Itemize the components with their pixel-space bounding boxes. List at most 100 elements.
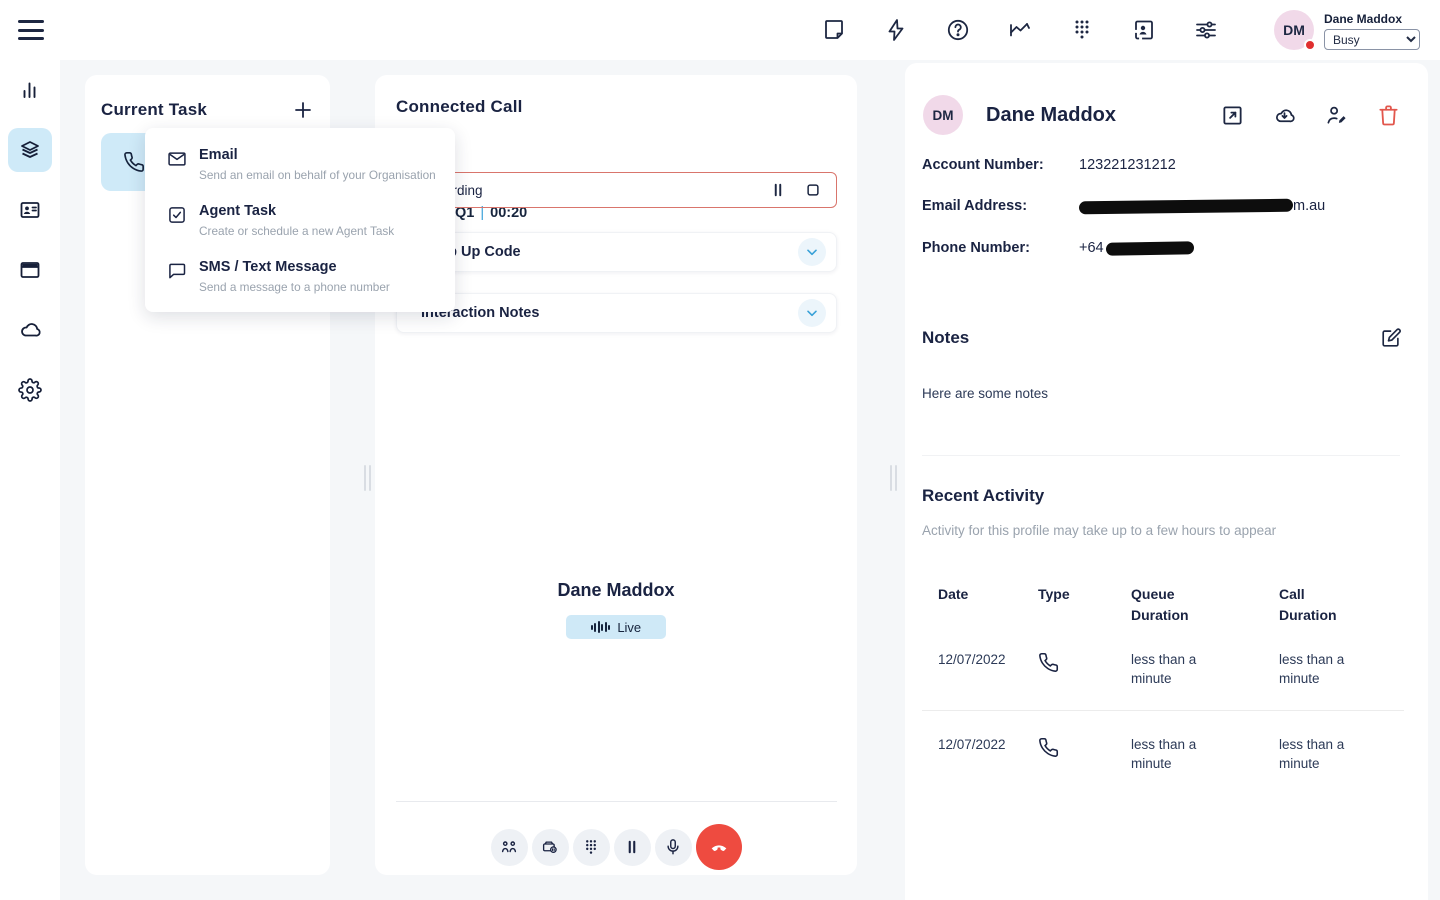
waveform-icon xyxy=(590,621,611,633)
profile-avatar: DM xyxy=(923,95,963,135)
phone-label: Phone Number: xyxy=(922,240,1030,256)
hamburger-menu-icon[interactable] xyxy=(18,20,44,40)
email-visible-suffix: m.au xyxy=(1293,198,1326,214)
table-row[interactable]: 12/07/2022 less than a minute less than … xyxy=(922,626,1404,711)
task-checkbox-icon xyxy=(167,205,187,225)
left-nav-rail xyxy=(0,60,60,900)
lightning-icon[interactable] xyxy=(884,18,908,42)
redaction-bar xyxy=(1078,198,1294,214)
contact-card-icon xyxy=(20,202,40,218)
note-icon[interactable] xyxy=(822,18,846,42)
chevron-down-icon[interactable] xyxy=(798,238,826,266)
sms-bubble-icon xyxy=(167,261,187,281)
email-label: Email Address: xyxy=(922,198,1028,214)
menu-item-title: Agent Task xyxy=(199,203,277,219)
live-badge: Live xyxy=(566,615,666,639)
bar-chart-icon xyxy=(23,82,36,98)
call-controls xyxy=(375,824,857,870)
col-header-call-duration: Call Duration xyxy=(1279,586,1337,623)
dialpad-button[interactable] xyxy=(572,828,610,866)
nav-cloud[interactable] xyxy=(8,308,52,352)
transfer-call-button[interactable] xyxy=(490,828,528,866)
recorder-button[interactable] xyxy=(531,828,569,866)
cloud-download-icon[interactable] xyxy=(1273,104,1296,127)
account-number-value: 123221231212 xyxy=(1079,157,1176,173)
connected-call-panel: Connected Call Q1 | 00:20 Recording Wrap U… xyxy=(375,75,1022,875)
activity-table: Date Type Queue Duration Call Duration 1… xyxy=(922,576,1404,795)
mute-microphone-button[interactable] xyxy=(654,828,692,866)
sliders-icon[interactable] xyxy=(1194,18,1218,42)
status-select[interactable]: Busy xyxy=(1324,29,1420,50)
table-row[interactable]: 12/07/2022 less than a minute less than … xyxy=(922,711,1404,795)
panel-resize-handle[interactable] xyxy=(363,462,371,494)
menu-item-title: Email xyxy=(199,147,238,163)
wrap-up-code-accordion[interactable]: Wrap Up Code xyxy=(396,232,837,272)
cell-date: 12/07/2022 xyxy=(938,652,1006,667)
open-external-icon[interactable] xyxy=(1221,104,1244,127)
col-header-queue-duration: Queue Duration xyxy=(1131,586,1189,623)
avatar-initials: DM xyxy=(1283,22,1305,38)
cloud-icon xyxy=(21,323,41,337)
menu-item-agent-task[interactable]: Agent Task Create or schedule a new Agen… xyxy=(145,192,455,248)
call-queue-label: Q1 xyxy=(455,205,475,221)
account-number-row: Account Number: 123221231212 xyxy=(922,157,1176,173)
phone-icon xyxy=(1022,711,1115,795)
nav-settings[interactable] xyxy=(8,368,52,412)
phone-icon xyxy=(1022,626,1115,710)
menu-item-sms[interactable]: SMS / Text Message Send a message to a p… xyxy=(145,248,455,304)
redaction-bar xyxy=(1105,240,1194,256)
section-divider xyxy=(922,455,1400,456)
phone-icon xyxy=(124,152,144,172)
live-label: Live xyxy=(617,619,642,635)
chevron-down-icon[interactable] xyxy=(798,299,826,327)
nav-tasks[interactable] xyxy=(8,128,52,172)
col-header-type: Type xyxy=(1038,586,1070,602)
add-task-menu: Email Send an email on behalf of your Or… xyxy=(145,128,455,312)
edit-contact-icon[interactable] xyxy=(1325,104,1348,127)
contact-card-icon[interactable] xyxy=(1132,18,1156,42)
activity-table-header: Date Type Queue Duration Call Duration xyxy=(922,576,1404,626)
menu-item-description: Create or schedule a new Agent Task xyxy=(199,224,395,238)
contact-profile-panel: DM Dane Maddox Account Number: 123221231… xyxy=(905,63,1428,900)
end-call-button[interactable] xyxy=(695,824,742,870)
browser-icon xyxy=(20,262,40,278)
controls-divider xyxy=(396,801,837,802)
email-value: m.au xyxy=(1078,198,1326,214)
header-user-name: Dane Maddox xyxy=(1324,12,1403,26)
interaction-notes-accordion[interactable]: Interaction Notes xyxy=(396,293,837,333)
dialpad-icon[interactable] xyxy=(1070,18,1094,42)
layers-icon xyxy=(21,141,39,158)
call-timer-value: 00:20 xyxy=(490,205,528,221)
add-task-button[interactable] xyxy=(290,97,316,123)
status-dot xyxy=(1304,39,1316,51)
nav-browser[interactable] xyxy=(8,248,52,292)
recent-activity-subtitle: Activity for this profile may take up to… xyxy=(922,523,1277,538)
phone-row: Phone Number: +64 xyxy=(922,240,1194,256)
col-header-date: Date xyxy=(938,586,969,602)
cell-call-duration: less than a minute xyxy=(1279,652,1345,686)
panel-resize-handle[interactable] xyxy=(889,462,897,494)
notes-content: Here are some notes xyxy=(922,386,1049,401)
hold-call-button[interactable] xyxy=(613,828,651,866)
notes-title: Notes xyxy=(922,328,970,347)
delete-contact-icon[interactable] xyxy=(1377,104,1400,127)
call-timer: Q1 | 00:20 xyxy=(375,205,527,221)
menu-item-email[interactable]: Email Send an email on behalf of your Or… xyxy=(145,136,455,192)
cell-call-duration: less than a minute xyxy=(1279,737,1345,771)
pause-recording-icon[interactable] xyxy=(769,181,787,199)
cell-queue-duration: less than a minute xyxy=(1131,737,1197,771)
nav-contacts[interactable] xyxy=(8,188,52,232)
recording-bar: Recording xyxy=(396,172,837,208)
avatar[interactable]: DM xyxy=(1274,10,1316,51)
menu-item-description: Send an email on behalf of your Organisa… xyxy=(199,168,436,182)
edit-notes-icon[interactable] xyxy=(1380,327,1402,349)
chart-icon[interactable] xyxy=(1008,18,1032,42)
nav-analytics[interactable] xyxy=(8,68,52,112)
phone-visible-prefix: +64 xyxy=(1079,240,1104,256)
help-icon[interactable] xyxy=(946,18,970,42)
stop-recording-icon[interactable] xyxy=(804,181,822,199)
phone-value: +64 xyxy=(1079,240,1194,256)
current-task-title: Current Task xyxy=(101,100,208,119)
header-user-cluster: DM Dane Maddox Busy xyxy=(1274,10,1420,51)
recent-activity-title: Recent Activity xyxy=(922,486,1045,505)
